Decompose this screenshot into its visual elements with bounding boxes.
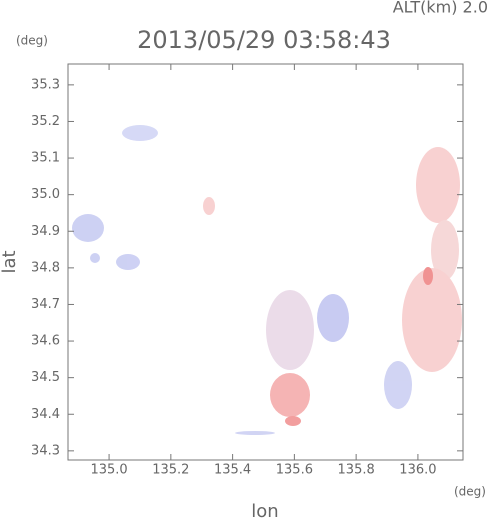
altitude-label: ALT(km) 2.0 — [393, 0, 488, 17]
radar-echoes — [72, 125, 462, 435]
echo — [266, 290, 314, 370]
x-tick-label: 135.4 — [214, 463, 251, 478]
plot-frame — [67, 63, 464, 461]
y-tick-label: 34.5 — [31, 370, 60, 385]
echo — [423, 267, 433, 285]
y-tick-label: 34.8 — [31, 260, 60, 275]
y-axis-label: lat — [0, 250, 20, 273]
y-tick-label: 34.4 — [31, 407, 60, 422]
x-tick-label: 135.0 — [90, 463, 127, 478]
y-tick-label: 34.3 — [31, 443, 60, 458]
x-tick-label: 135.8 — [338, 463, 375, 478]
y-tick-label: 35.3 — [31, 77, 60, 92]
y-unit: (deg) — [16, 34, 48, 48]
chart-title: 2013/05/29 03:58:43 — [137, 26, 391, 54]
y-tick-label: 34.6 — [31, 334, 60, 349]
x-axis-label: lon — [251, 501, 278, 521]
echo — [431, 220, 459, 280]
echo — [317, 294, 349, 342]
y-tick-label: 35.2 — [31, 114, 60, 129]
echo — [416, 147, 460, 223]
echo — [285, 416, 301, 426]
echo — [72, 214, 104, 242]
echo — [203, 197, 215, 215]
y-tick-label: 35.0 — [31, 187, 60, 202]
y-tick-label: 34.9 — [31, 224, 60, 239]
echo — [384, 361, 412, 409]
echo — [270, 373, 310, 417]
echo — [402, 268, 462, 372]
x-tick-label: 136.0 — [399, 463, 436, 478]
echo — [116, 254, 140, 270]
y-tick-label: 35.1 — [31, 151, 60, 166]
y-tick-label: 34.7 — [31, 297, 60, 312]
echo — [122, 125, 158, 141]
x-unit: (deg) — [454, 485, 486, 499]
echo — [235, 431, 275, 435]
x-tick-label: 135.6 — [276, 463, 313, 478]
x-tick-label: 135.2 — [152, 463, 189, 478]
echo — [90, 253, 100, 263]
